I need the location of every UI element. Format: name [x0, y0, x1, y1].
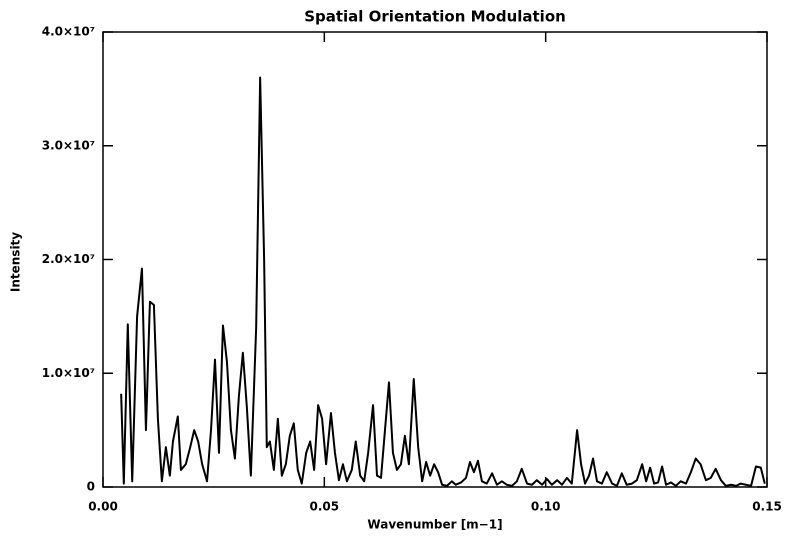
- x-axis-title: Wavenumber [m−1]: [367, 518, 502, 532]
- x-tick-label: 0.10: [531, 500, 561, 514]
- x-tick-label: 0.00: [88, 500, 118, 514]
- y-tick-label: 1.0×10⁷: [42, 366, 95, 380]
- y-tick-label: 4.0×10⁷: [42, 25, 95, 39]
- x-tick-label: 0.05: [310, 500, 340, 514]
- y-tick-label: 3.0×10⁷: [42, 138, 95, 152]
- y-tick-label: 2.0×10⁷: [42, 252, 95, 266]
- x-tick-label: 0.15: [752, 500, 782, 514]
- data-line: [120, 76, 766, 487]
- y-tick-label: 0: [87, 480, 95, 494]
- plot-frame: [102, 31, 768, 488]
- chart-title: Spatial Orientation Modulation: [304, 8, 566, 26]
- y-axis-title: Intensity: [9, 232, 23, 292]
